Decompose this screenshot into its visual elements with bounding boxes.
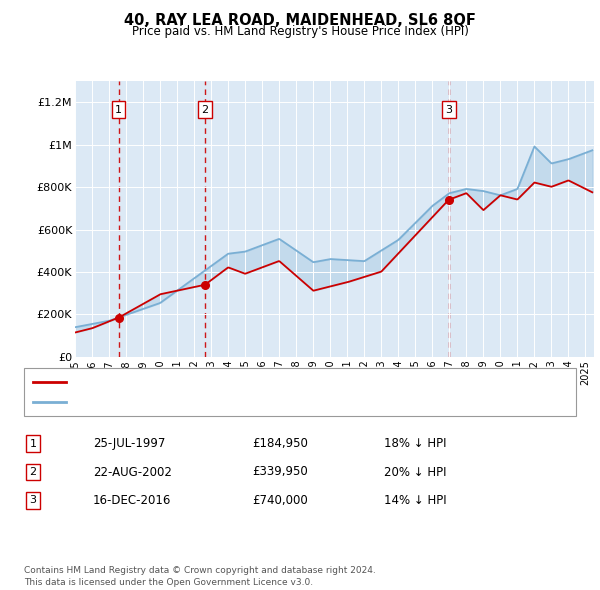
Text: 25-JUL-1997: 25-JUL-1997	[93, 437, 166, 450]
Text: 20% ↓ HPI: 20% ↓ HPI	[384, 466, 446, 478]
Text: 40, RAY LEA ROAD, MAIDENHEAD, SL6 8QF: 40, RAY LEA ROAD, MAIDENHEAD, SL6 8QF	[124, 13, 476, 28]
Text: Contains HM Land Registry data © Crown copyright and database right 2024.
This d: Contains HM Land Registry data © Crown c…	[24, 566, 376, 587]
Text: HPI: Average price, detached house, Windsor and Maidenhead: HPI: Average price, detached house, Wind…	[72, 398, 397, 408]
Text: £740,000: £740,000	[252, 494, 308, 507]
Text: Price paid vs. HM Land Registry's House Price Index (HPI): Price paid vs. HM Land Registry's House …	[131, 25, 469, 38]
Text: £184,950: £184,950	[252, 437, 308, 450]
Text: 3: 3	[29, 496, 37, 505]
Text: 2: 2	[29, 467, 37, 477]
Text: 16-DEC-2016: 16-DEC-2016	[93, 494, 172, 507]
Text: 18% ↓ HPI: 18% ↓ HPI	[384, 437, 446, 450]
Text: 2: 2	[202, 105, 209, 115]
Text: 14% ↓ HPI: 14% ↓ HPI	[384, 494, 446, 507]
Text: 1: 1	[29, 439, 37, 448]
Text: £339,950: £339,950	[252, 466, 308, 478]
Text: 3: 3	[445, 105, 452, 115]
Text: 1: 1	[115, 105, 122, 115]
Text: 40, RAY LEA ROAD, MAIDENHEAD, SL6 8QF (detached house): 40, RAY LEA ROAD, MAIDENHEAD, SL6 8QF (d…	[72, 377, 389, 387]
Text: 22-AUG-2002: 22-AUG-2002	[93, 466, 172, 478]
